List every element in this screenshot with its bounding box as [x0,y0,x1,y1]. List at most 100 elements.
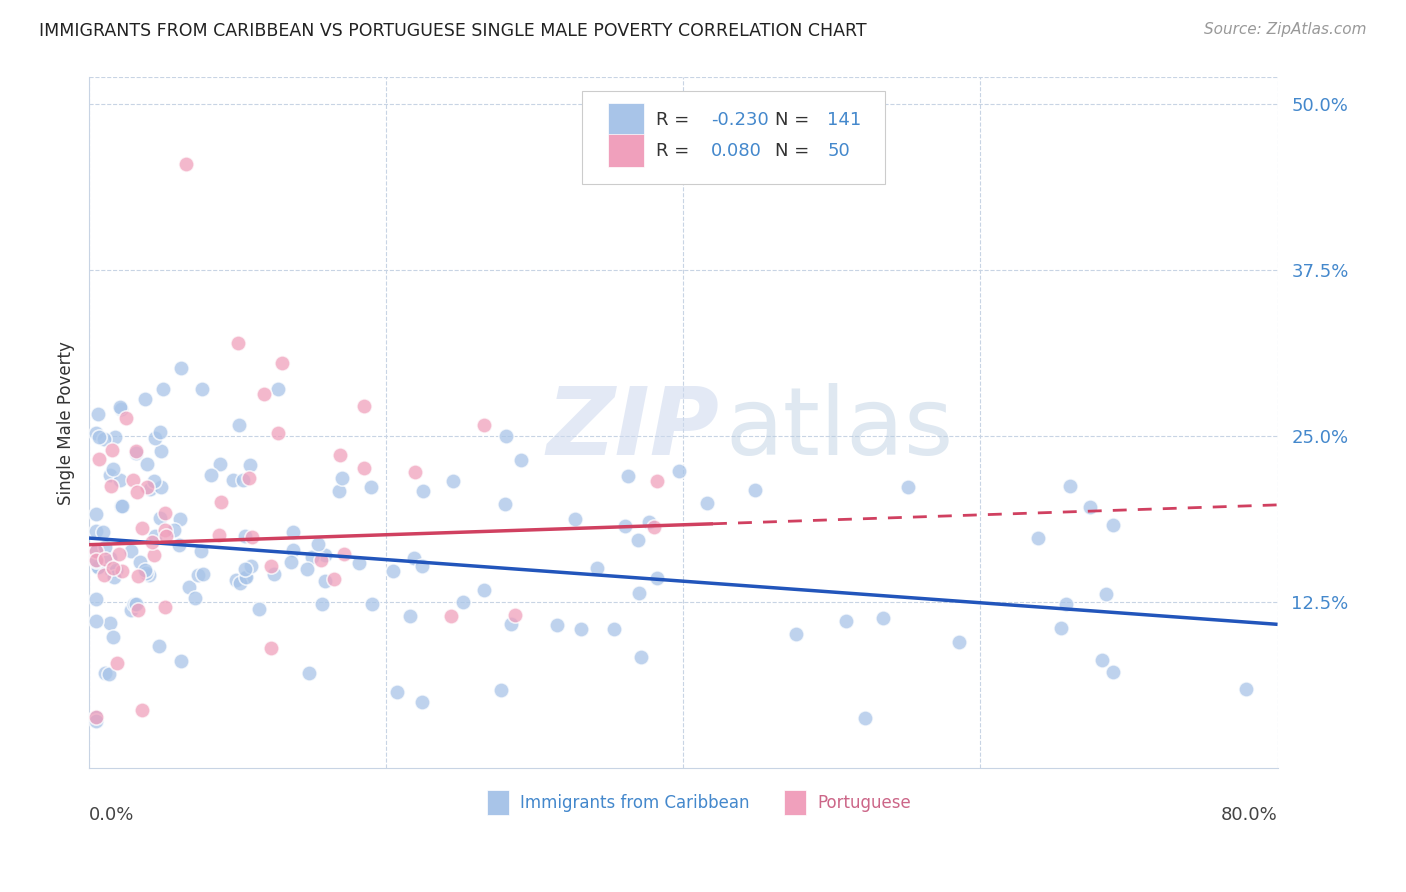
Point [101,462,124,476]
Bar [609,134,644,167]
Text: Immigrants from Caribbean: Immigrants from Caribbean [520,795,749,813]
Point [86,710,108,724]
Point [627,533,650,547]
Point [440,608,463,623]
Point [235,570,257,584]
Point [100,563,122,577]
Point [101,561,124,575]
Point [404,466,426,480]
Text: 141: 141 [827,111,862,128]
Point [150,480,173,494]
Point [143,548,166,562]
Point [617,468,640,483]
Point [110,402,132,417]
Point [239,458,262,472]
Point [645,474,668,488]
Point [86,507,108,521]
Point [494,497,516,511]
Point [509,452,531,467]
Point [222,473,245,487]
Point [86,542,108,557]
Point [353,399,375,413]
Bar [488,789,509,814]
Point [94,665,117,680]
Point [209,495,232,509]
Point [1054,597,1077,611]
Point [311,597,333,611]
Point [86,524,108,538]
Text: atlas: atlas [725,384,953,475]
Point [696,496,718,510]
Point [86,426,108,441]
Bar [785,789,806,814]
Point [1050,621,1073,635]
Point [309,553,332,567]
Point [637,515,659,529]
Point [232,473,254,487]
Point [101,630,124,644]
Point [86,544,108,558]
Point [128,555,150,569]
Point [853,711,876,725]
Point [101,443,124,458]
Point [174,157,197,171]
Point [98,615,121,630]
Point [120,543,142,558]
Text: ZIP: ZIP [547,384,720,475]
Point [127,603,149,617]
Point [314,548,336,562]
Point [301,549,323,564]
Point [744,483,766,497]
Point [86,554,108,568]
Point [1091,653,1114,667]
Point [643,519,665,533]
FancyBboxPatch shape [582,91,886,185]
Point [153,506,176,520]
Point [260,640,283,655]
Point [571,622,593,636]
Point [330,471,353,485]
Point [108,400,131,414]
Text: N =: N = [775,142,815,160]
Point [87,560,110,574]
Point [87,430,110,444]
Point [281,525,304,540]
Point [564,512,586,526]
Point [1234,682,1257,697]
Point [98,467,121,482]
Point [263,566,285,581]
Point [100,479,122,493]
Point [163,523,186,537]
Point [474,582,496,597]
Point [141,534,163,549]
Point [411,695,433,709]
Point [190,544,212,558]
Point [86,553,108,567]
Point [191,382,214,396]
Point [125,444,148,458]
Point [105,564,128,578]
Point [149,444,172,458]
Point [1026,531,1049,545]
Point [229,576,252,591]
Point [91,525,114,540]
Point [353,460,375,475]
Point [347,556,370,570]
Point [131,703,153,717]
Bar [609,103,644,136]
Point [136,480,159,494]
Point [546,618,568,632]
Point [143,529,166,543]
Point [385,685,408,699]
Point [503,607,526,622]
Point [307,537,329,551]
Point [142,474,165,488]
Point [298,665,321,680]
Point [267,425,290,440]
Point [125,597,148,611]
Point [280,555,302,569]
Point [191,567,214,582]
Point [441,474,464,488]
Text: Portuguese: Portuguese [818,795,911,813]
Point [148,640,170,654]
